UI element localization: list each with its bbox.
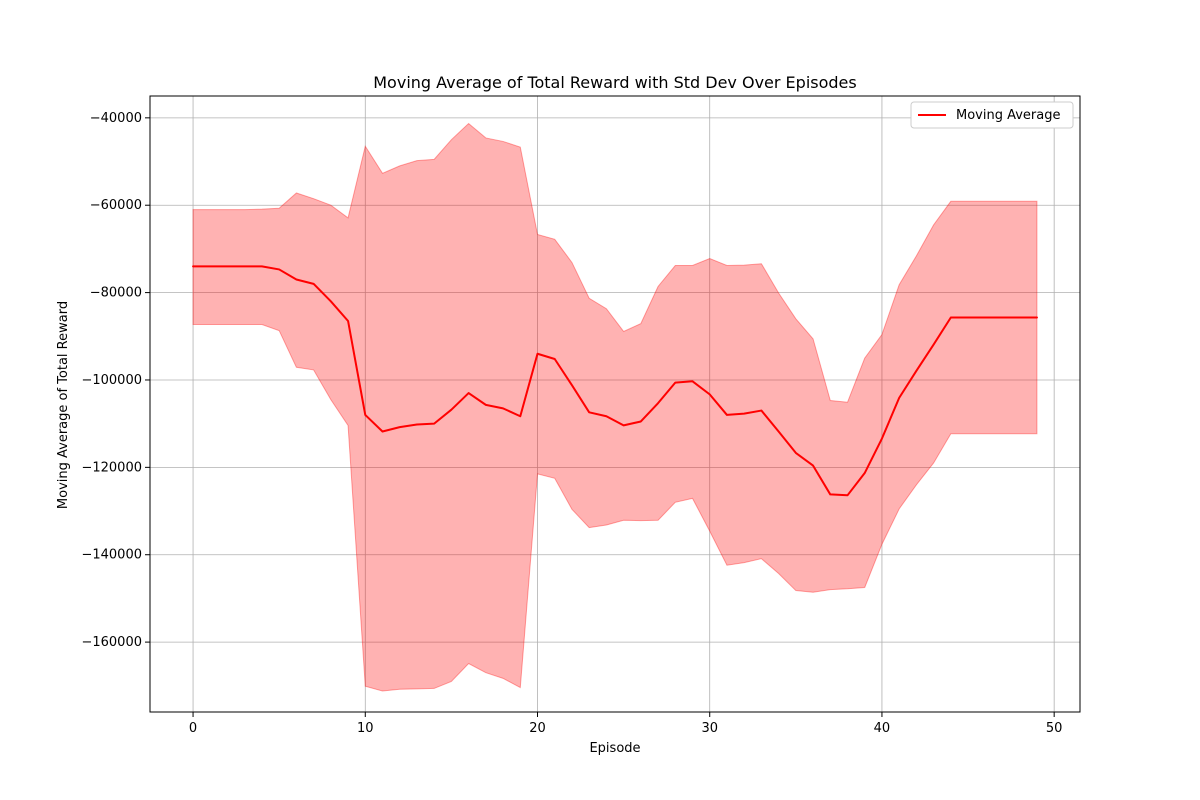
x-axis-label: Episode xyxy=(589,741,640,756)
y-tick-label-5: −140000 xyxy=(81,548,142,563)
y-tick-label-2: −80000 xyxy=(90,286,142,301)
moving-average-line-layer xyxy=(192,265,1038,497)
grid-layer xyxy=(150,96,1080,712)
std-dev-band xyxy=(192,122,1038,692)
x-tick-label-0: 0 xyxy=(189,721,197,736)
x-tick-label-3: 30 xyxy=(701,721,718,736)
axis-layer xyxy=(149,95,1081,713)
x-tick-label-4: 40 xyxy=(874,721,891,736)
x-tick-label-1: 10 xyxy=(357,721,374,736)
plot-frame xyxy=(149,95,1081,713)
y-tick-label-0: −40000 xyxy=(90,111,142,126)
std-dev-band-layer xyxy=(192,122,1038,692)
x-tick-label-2: 20 xyxy=(529,721,546,736)
moving-average-line xyxy=(192,265,1038,497)
y-tick-label-3: −100000 xyxy=(81,373,142,388)
y-tick-label-1: −60000 xyxy=(90,198,142,213)
x-tick-label-5: 50 xyxy=(1046,721,1063,736)
y-tick-label-4: −120000 xyxy=(81,460,142,475)
chart-title: Moving Average of Total Reward with Std … xyxy=(373,73,856,92)
y-axis-label: Moving Average of Total Reward xyxy=(56,301,71,509)
y-tick-label-6: −160000 xyxy=(81,635,142,650)
legend: Moving Average xyxy=(910,101,1074,129)
tick-layer: 0 10 20 30 40 50 −40000 −60000 −80000 −100000 −120… xyxy=(81,111,1062,736)
legend-box xyxy=(910,101,1074,129)
legend-label-moving-average: Moving Average xyxy=(956,108,1060,123)
